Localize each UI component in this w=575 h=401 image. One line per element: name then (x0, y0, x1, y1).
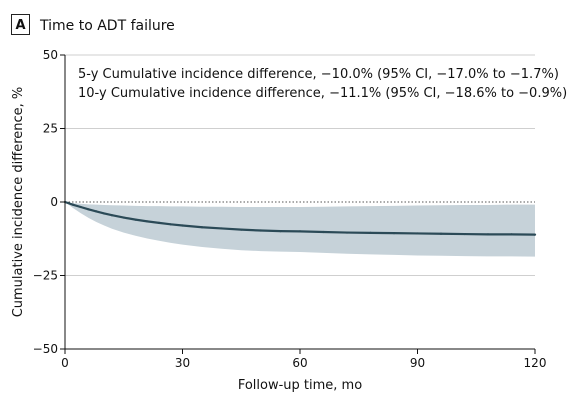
series-point (87, 208, 90, 211)
series-point (200, 226, 204, 229)
series-point (439, 232, 443, 235)
series-point (79, 205, 82, 209)
annotation-10y: 10-y Cumulative incidence difference, −1… (78, 86, 567, 101)
series-point (259, 229, 262, 232)
series-point (103, 212, 106, 215)
series-point (533, 233, 537, 236)
series-point (240, 228, 243, 231)
series-point (486, 233, 490, 236)
panel-letter: A (15, 18, 25, 33)
y-tick-label: 25 (43, 122, 58, 136)
series-point (110, 214, 114, 217)
series-point (298, 230, 302, 233)
series-point (220, 227, 223, 230)
annotation-5y: 5-y Cumulative incidence difference, −10… (78, 67, 559, 82)
x-axis-label: Follow-up time, mo (238, 378, 362, 393)
series-point (345, 231, 349, 234)
series-point (169, 223, 172, 226)
x-tick-label: 30 (175, 356, 190, 370)
series-point (322, 230, 325, 234)
x-ticks: 0 30 60 90 120 (61, 349, 546, 370)
y-axis-label: Cumulative incidence difference, % (11, 87, 26, 318)
y-tick-label: 50 (43, 48, 58, 62)
y-tick-label: 0 (50, 195, 58, 209)
series-point (157, 221, 161, 224)
series-point (122, 216, 125, 219)
x-tick-label: 120 (524, 356, 547, 370)
panel-title: Time to ADT failure (39, 18, 175, 34)
x-tick-label: 90 (410, 356, 425, 370)
y-tick-label: −50 (33, 342, 58, 356)
series-point (279, 230, 282, 233)
y-ticks: 50 25 0 −25 −50 (33, 48, 65, 356)
series-point (146, 220, 149, 223)
x-tick-label: 60 (292, 356, 307, 370)
series-point (369, 231, 372, 234)
confidence-band (65, 202, 535, 257)
series-point (392, 232, 396, 235)
series-point (181, 224, 184, 227)
series-point (510, 233, 513, 236)
panel-letter-box (11, 14, 30, 35)
series-point (463, 232, 466, 236)
confidence-band-layer (65, 202, 535, 257)
series-point (71, 203, 74, 206)
series-line-layer (63, 200, 537, 236)
x-tick-label: 0 (61, 356, 69, 370)
y-tick-label: −25 (33, 269, 58, 283)
series-point (95, 210, 98, 213)
series-point (416, 232, 419, 235)
series-point (134, 218, 137, 221)
gridlines (65, 54, 535, 276)
